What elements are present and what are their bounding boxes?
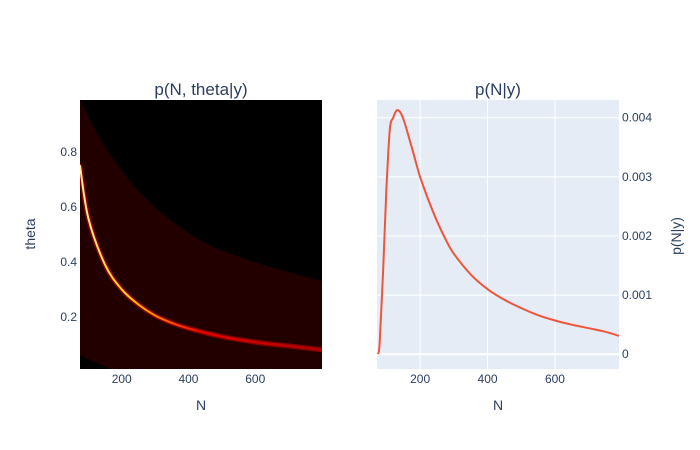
line-x-ticks: 200 400 600 xyxy=(410,372,565,386)
y-tick-label: 0.002 xyxy=(622,229,652,243)
y-tick-label: 0 xyxy=(622,347,629,361)
heatmap-y-axis-title: theta xyxy=(22,218,38,249)
y-tick-label: 0.8 xyxy=(60,145,77,159)
line-grid xyxy=(377,100,619,369)
heatmap-support-region xyxy=(80,100,322,282)
marginal-x-axis-title: N xyxy=(493,397,503,413)
heatmap-ridge xyxy=(80,164,322,351)
y-tick-label: 0.4 xyxy=(60,255,77,269)
y-tick-label: 0.003 xyxy=(622,170,652,184)
x-tick-label: 200 xyxy=(410,372,430,386)
heatmap-x-axis-title: N xyxy=(196,397,206,413)
line-y-ticks: 0 0.001 0.002 0.003 0.004 xyxy=(622,111,652,361)
heatmap-title: p(N, theta|y) xyxy=(154,80,247,99)
heatmap-x-ticks: 200 400 600 xyxy=(112,372,266,386)
marginal-y-axis-title: p(N|y) xyxy=(668,217,684,255)
x-tick-label: 400 xyxy=(178,372,198,386)
heatmap-y-ticks: 0.2 0.4 0.6 0.8 xyxy=(60,145,77,324)
heatmap-panel: p(N, theta|y) 200 400 600 0.2 0.4 0.6 0.8 N t… xyxy=(22,80,322,413)
plot-background xyxy=(377,100,619,369)
x-tick-label: 200 xyxy=(112,372,132,386)
y-tick-label: 0.2 xyxy=(60,310,77,324)
heatmap-lower-edge xyxy=(80,355,110,369)
series-line xyxy=(377,109,619,355)
x-tick-label: 400 xyxy=(478,372,498,386)
y-tick-label: 0.004 xyxy=(622,111,652,125)
x-tick-label: 600 xyxy=(545,372,565,386)
marginal-panel: p(N|y) 200 400 600 0 0.001 0.002 0.003 0.004 N… xyxy=(377,80,684,413)
y-tick-label: 0.001 xyxy=(622,288,652,302)
marginal-title: p(N|y) xyxy=(475,80,521,99)
x-tick-label: 600 xyxy=(245,372,265,386)
y-tick-label: 0.6 xyxy=(60,200,77,214)
